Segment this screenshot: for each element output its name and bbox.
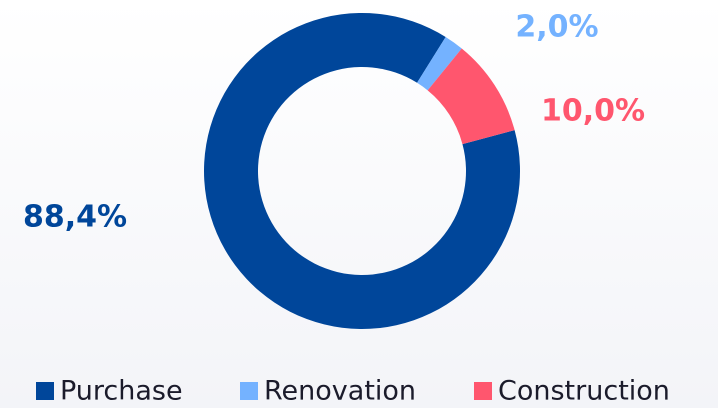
legend-label: Renovation [264, 376, 416, 407]
legend-swatch [240, 382, 258, 400]
value-label: 2,0% [515, 10, 598, 45]
legend-label: Construction [498, 376, 670, 407]
value-label: 88,4% [23, 200, 127, 235]
value-label: 10,0% [541, 94, 645, 129]
legend-swatch [474, 382, 492, 400]
donut-slice [427, 48, 515, 145]
donut-slice [204, 12, 521, 329]
legend-label: Purchase [60, 376, 183, 407]
legend-swatch [36, 382, 54, 400]
donut-slice [417, 36, 462, 91]
